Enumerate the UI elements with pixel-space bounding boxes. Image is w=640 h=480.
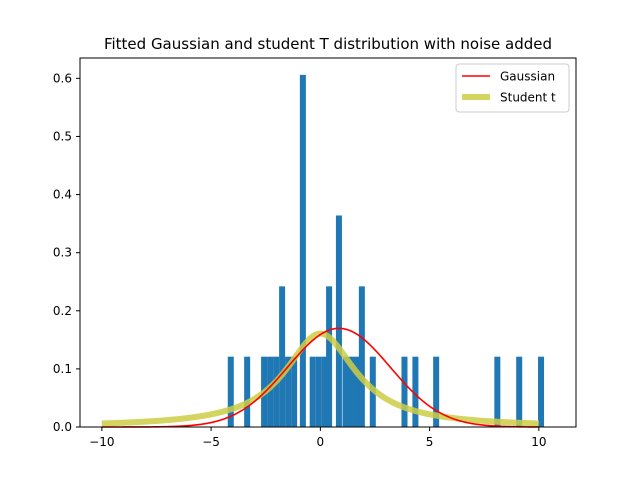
chart-title: Fitted Gaussian and student T distributi…: [104, 35, 552, 53]
histogram-bar-0: [227, 356, 234, 427]
histogram-bar-23: [516, 356, 523, 427]
histogram-bar-22: [494, 356, 501, 427]
plot-frame: [79, 57, 577, 428]
histogram-bar-4: [273, 356, 280, 427]
y-tick-label: 0.1: [53, 362, 72, 376]
x-tick-label: 5: [426, 435, 434, 449]
histogram-bar-8: [299, 74, 306, 427]
y-tick-label: 0.0: [53, 420, 72, 434]
x-tick-label: 10: [531, 435, 546, 449]
histogram-bar-10: [315, 356, 322, 427]
student-t-line: [99, 330, 541, 427]
gaussian-line: [101, 327, 539, 428]
histogram-bar-21: [433, 356, 440, 427]
histogram-bar-19: [401, 356, 408, 427]
histogram-bar-16: [354, 356, 361, 427]
histogram-bars: [227, 74, 545, 427]
y-tick-label: 0.5: [53, 129, 72, 143]
histogram-bar-14: [342, 356, 349, 427]
legend-label: Gaussian: [500, 70, 555, 84]
axes: −10 −5 0 5 10 0.0 0.1 0.2 0.3 0.4 0.5 0.6: [53, 57, 577, 449]
y-tick-label: 0.3: [53, 246, 72, 260]
legend-label: Student t: [500, 91, 556, 105]
histogram-bar-24: [538, 356, 545, 427]
y-tick-label: 0.4: [53, 188, 72, 202]
histogram-bar-9: [309, 356, 316, 427]
fitted-curves: [99, 327, 541, 428]
x-tick-label: −5: [202, 435, 220, 449]
histogram-bar-7: [291, 356, 298, 427]
histogram-bar-13: [335, 215, 342, 427]
histogram-bar-15: [348, 356, 355, 427]
x-tick-label: −10: [89, 435, 114, 449]
histogram-bar-12: [326, 286, 333, 427]
histogram-bar-17: [358, 286, 365, 427]
histogram-bar-1: [244, 356, 251, 427]
histogram-bar-3: [267, 356, 274, 427]
histogram-bar-11: [321, 356, 328, 427]
x-tick-label: 0: [317, 435, 325, 449]
y-tick-label: 0.6: [53, 71, 72, 85]
histogram-bar-6: [285, 356, 292, 427]
histogram-bar-20: [412, 356, 419, 427]
histogram-bar-5: [279, 286, 286, 427]
y-tick-label: 0.2: [53, 304, 72, 318]
legend: Gaussian Student t: [455, 63, 570, 113]
